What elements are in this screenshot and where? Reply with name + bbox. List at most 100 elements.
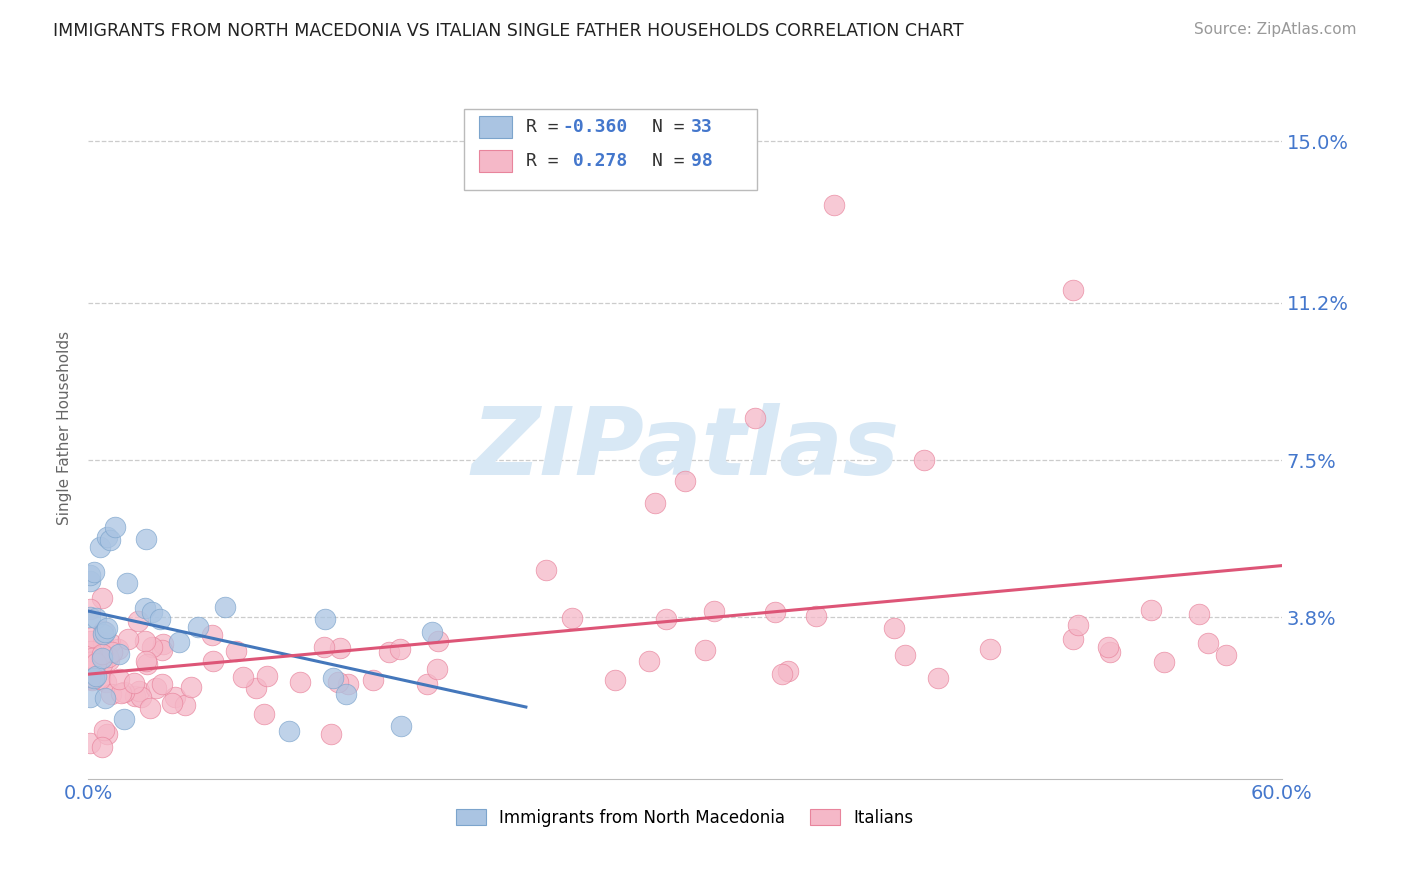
Point — [80, 633, 103, 648]
Point — [93, 690, 115, 705]
Point — [135, 654, 157, 668]
Point — [1062, 632, 1084, 647]
Point — [83, 671, 105, 685]
Point — [91, 657, 114, 671]
Point — [128, 684, 150, 698]
Point — [763, 605, 786, 619]
Point — [96, 727, 118, 741]
Point — [744, 410, 766, 425]
Point — [107, 672, 129, 686]
Point — [637, 654, 659, 668]
Point — [149, 612, 172, 626]
Point — [150, 677, 173, 691]
Point — [79, 568, 101, 582]
Point — [101, 645, 124, 659]
Point — [79, 610, 101, 624]
Point — [415, 677, 437, 691]
Point — [389, 641, 412, 656]
Point — [927, 671, 949, 685]
Point — [91, 739, 114, 754]
Point — [290, 675, 312, 690]
Point — [174, 698, 197, 712]
Point — [1099, 644, 1122, 658]
Point — [139, 701, 162, 715]
Text: R =: R = — [526, 152, 569, 169]
Point — [108, 647, 131, 661]
Point — [84, 669, 107, 683]
Point — [1215, 648, 1237, 662]
Point — [107, 641, 129, 656]
Point — [79, 672, 101, 686]
Point — [93, 723, 115, 737]
Text: N =: N = — [651, 119, 695, 136]
Point — [703, 603, 725, 617]
Point — [1067, 618, 1090, 632]
Point — [693, 642, 716, 657]
Point — [253, 706, 276, 721]
Point — [98, 636, 121, 650]
Point — [673, 475, 696, 489]
Point — [163, 690, 186, 704]
Point — [112, 685, 135, 699]
Point — [127, 614, 149, 628]
Point — [180, 680, 202, 694]
Point — [110, 686, 132, 700]
Point — [378, 645, 401, 659]
Point — [312, 640, 335, 654]
Point — [160, 696, 183, 710]
Point — [979, 641, 1001, 656]
Point — [145, 681, 167, 695]
Point — [136, 657, 159, 672]
Point — [1097, 640, 1119, 654]
Text: R =: R = — [526, 119, 569, 136]
Point — [152, 637, 174, 651]
Point — [80, 644, 103, 658]
Point — [91, 634, 114, 648]
Point — [883, 621, 905, 635]
Point — [770, 666, 793, 681]
Point — [536, 563, 558, 577]
Point — [1188, 607, 1211, 621]
Point — [389, 719, 412, 733]
Point — [912, 453, 935, 467]
Point — [129, 690, 152, 705]
Point — [98, 533, 121, 548]
Point — [152, 642, 174, 657]
Point — [141, 606, 163, 620]
Point — [245, 681, 267, 696]
FancyBboxPatch shape — [464, 109, 756, 190]
Point — [82, 631, 104, 645]
Point — [225, 644, 247, 658]
Point — [427, 634, 450, 648]
Point — [336, 677, 359, 691]
Point — [201, 628, 224, 642]
Point — [96, 530, 118, 544]
Point — [187, 620, 209, 634]
Text: N =: N = — [651, 152, 695, 169]
Text: 98: 98 — [690, 152, 713, 169]
Point — [420, 625, 443, 640]
Point — [104, 520, 127, 534]
Point — [115, 575, 138, 590]
Text: 33: 33 — [690, 119, 713, 136]
Point — [79, 736, 101, 750]
Point — [322, 671, 344, 685]
Point — [644, 495, 666, 509]
Point — [112, 712, 135, 726]
Point — [79, 671, 101, 685]
Point — [84, 611, 107, 625]
Point — [214, 600, 236, 615]
Point — [201, 654, 224, 668]
Point — [100, 687, 122, 701]
Point — [117, 632, 139, 646]
Legend: Immigrants from North Macedonia, Italians: Immigrants from North Macedonia, Italian… — [450, 803, 921, 834]
Point — [84, 657, 107, 671]
Point — [426, 662, 449, 676]
Point — [776, 664, 799, 678]
Point — [94, 625, 117, 640]
Point — [823, 198, 845, 212]
Point — [1197, 635, 1219, 649]
Point — [1062, 283, 1084, 297]
Point — [97, 649, 120, 664]
Point — [894, 648, 917, 662]
